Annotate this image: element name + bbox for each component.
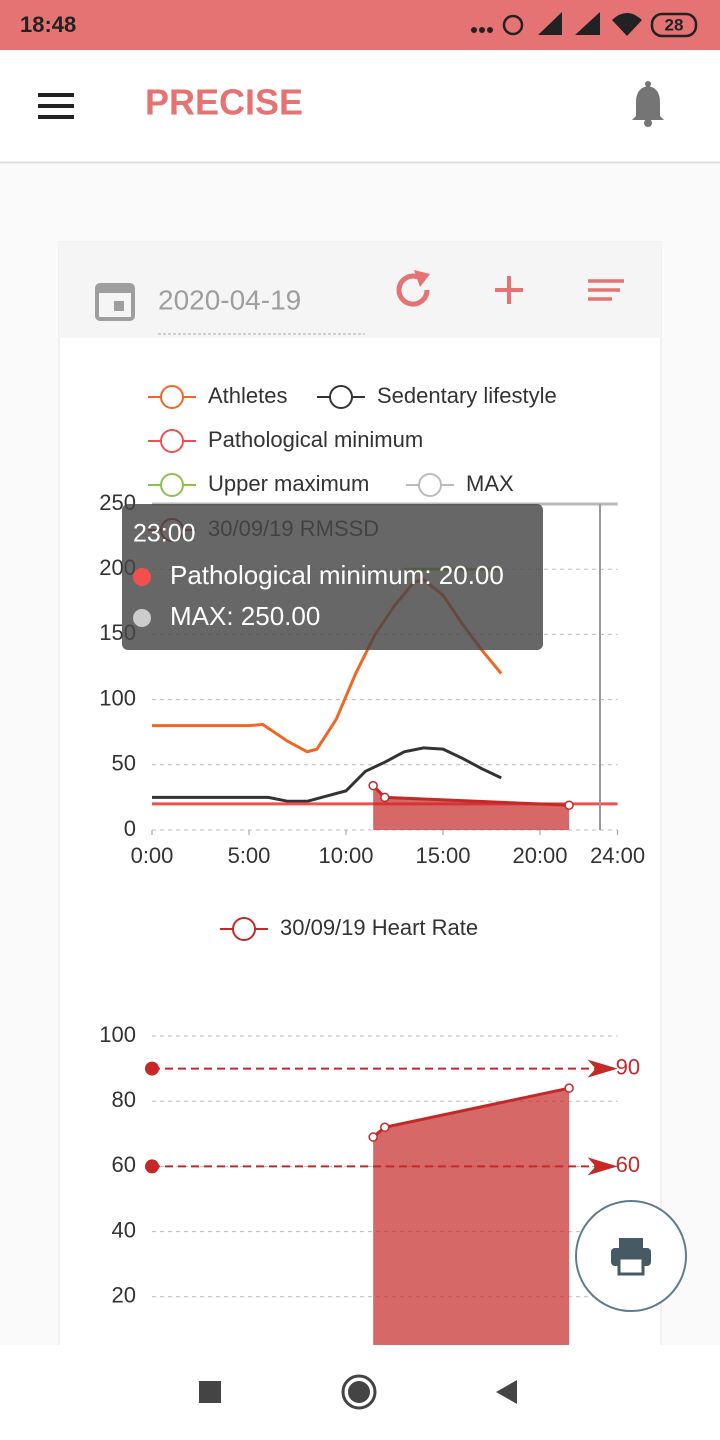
calendar-icon[interactable] (95, 283, 135, 321)
y-tick-label: 50 (112, 751, 136, 776)
status-bar (0, 0, 720, 50)
legend-label: MAX (466, 471, 514, 496)
series-line (152, 746, 502, 803)
legend-marker (418, 473, 442, 497)
y-tick-label: 100 (99, 1022, 136, 1047)
legend-label: Upper maximum (208, 471, 369, 496)
mark-line-label: 90 (616, 1054, 640, 1079)
tooltip-dot (133, 568, 151, 586)
legend-marker (232, 917, 256, 941)
mark-line-start (145, 1159, 159, 1174)
area (373, 785, 570, 830)
mark-line-arrow (587, 1059, 618, 1078)
y-tick-label: 0 (124, 816, 136, 841)
tooltip-item: MAX: 250.00 (170, 601, 320, 631)
date-field[interactable]: 2020-04-19 (158, 284, 301, 315)
nav-back[interactable] (496, 1380, 517, 1404)
legend-marker (160, 473, 184, 497)
print-button[interactable] (575, 1200, 687, 1312)
notifications-button[interactable] (632, 81, 664, 127)
battery-level: 28 (665, 15, 684, 34)
legend-label: Pathological minimum (208, 427, 423, 452)
sort-button[interactable] (588, 279, 624, 301)
point (380, 792, 390, 803)
x-tick-label: 5:00 (228, 843, 271, 868)
mark-line-label: 60 (616, 1152, 640, 1177)
tooltip-item: Pathological minimum: 20.00 (170, 560, 504, 590)
point (380, 1122, 390, 1133)
x-tick-label: 24:00 (590, 843, 645, 868)
point (368, 1132, 378, 1142)
area (373, 1088, 570, 1362)
x-tick-label: 20:00 (512, 843, 567, 868)
point (564, 1083, 574, 1093)
legend-label: Sedentary lifestyle (377, 383, 557, 408)
tooltip-dot (133, 609, 151, 627)
y-tick-label: 100 (99, 685, 136, 710)
point (368, 780, 378, 791)
x-tick-label: 10:00 (318, 843, 373, 868)
legend-label: Athletes (208, 383, 288, 408)
app-bar (0, 50, 720, 162)
tooltip (122, 504, 543, 650)
nav-recent[interactable] (199, 1381, 221, 1403)
card-toolbar (59, 242, 661, 338)
mark-line-start (145, 1061, 159, 1076)
legend-label: 30/09/19 Heart Rate (280, 915, 478, 940)
tooltip-title: 23:00 (133, 520, 196, 548)
status-icons (471, 12, 698, 38)
y-tick-label: 40 (112, 1217, 136, 1242)
point (564, 800, 574, 810)
y-tick-label: 20 (112, 1283, 136, 1308)
x-tick-label: 15:00 (415, 843, 470, 868)
app-title: PRECISE (145, 82, 303, 123)
status-time: 18:48 (20, 12, 76, 37)
legend-marker (160, 429, 184, 453)
refresh-button[interactable] (396, 270, 430, 307)
x-tick-label: 0:00 (131, 843, 174, 868)
legend-marker (160, 385, 184, 409)
menu-button[interactable] (38, 93, 74, 119)
y-tick-label: 80 (112, 1087, 136, 1112)
legend-marker (329, 385, 353, 409)
mark-line-arrow (587, 1157, 618, 1176)
y-tick-label: 60 (112, 1152, 136, 1177)
nav-home[interactable] (341, 1374, 377, 1410)
add-button[interactable] (495, 276, 523, 304)
